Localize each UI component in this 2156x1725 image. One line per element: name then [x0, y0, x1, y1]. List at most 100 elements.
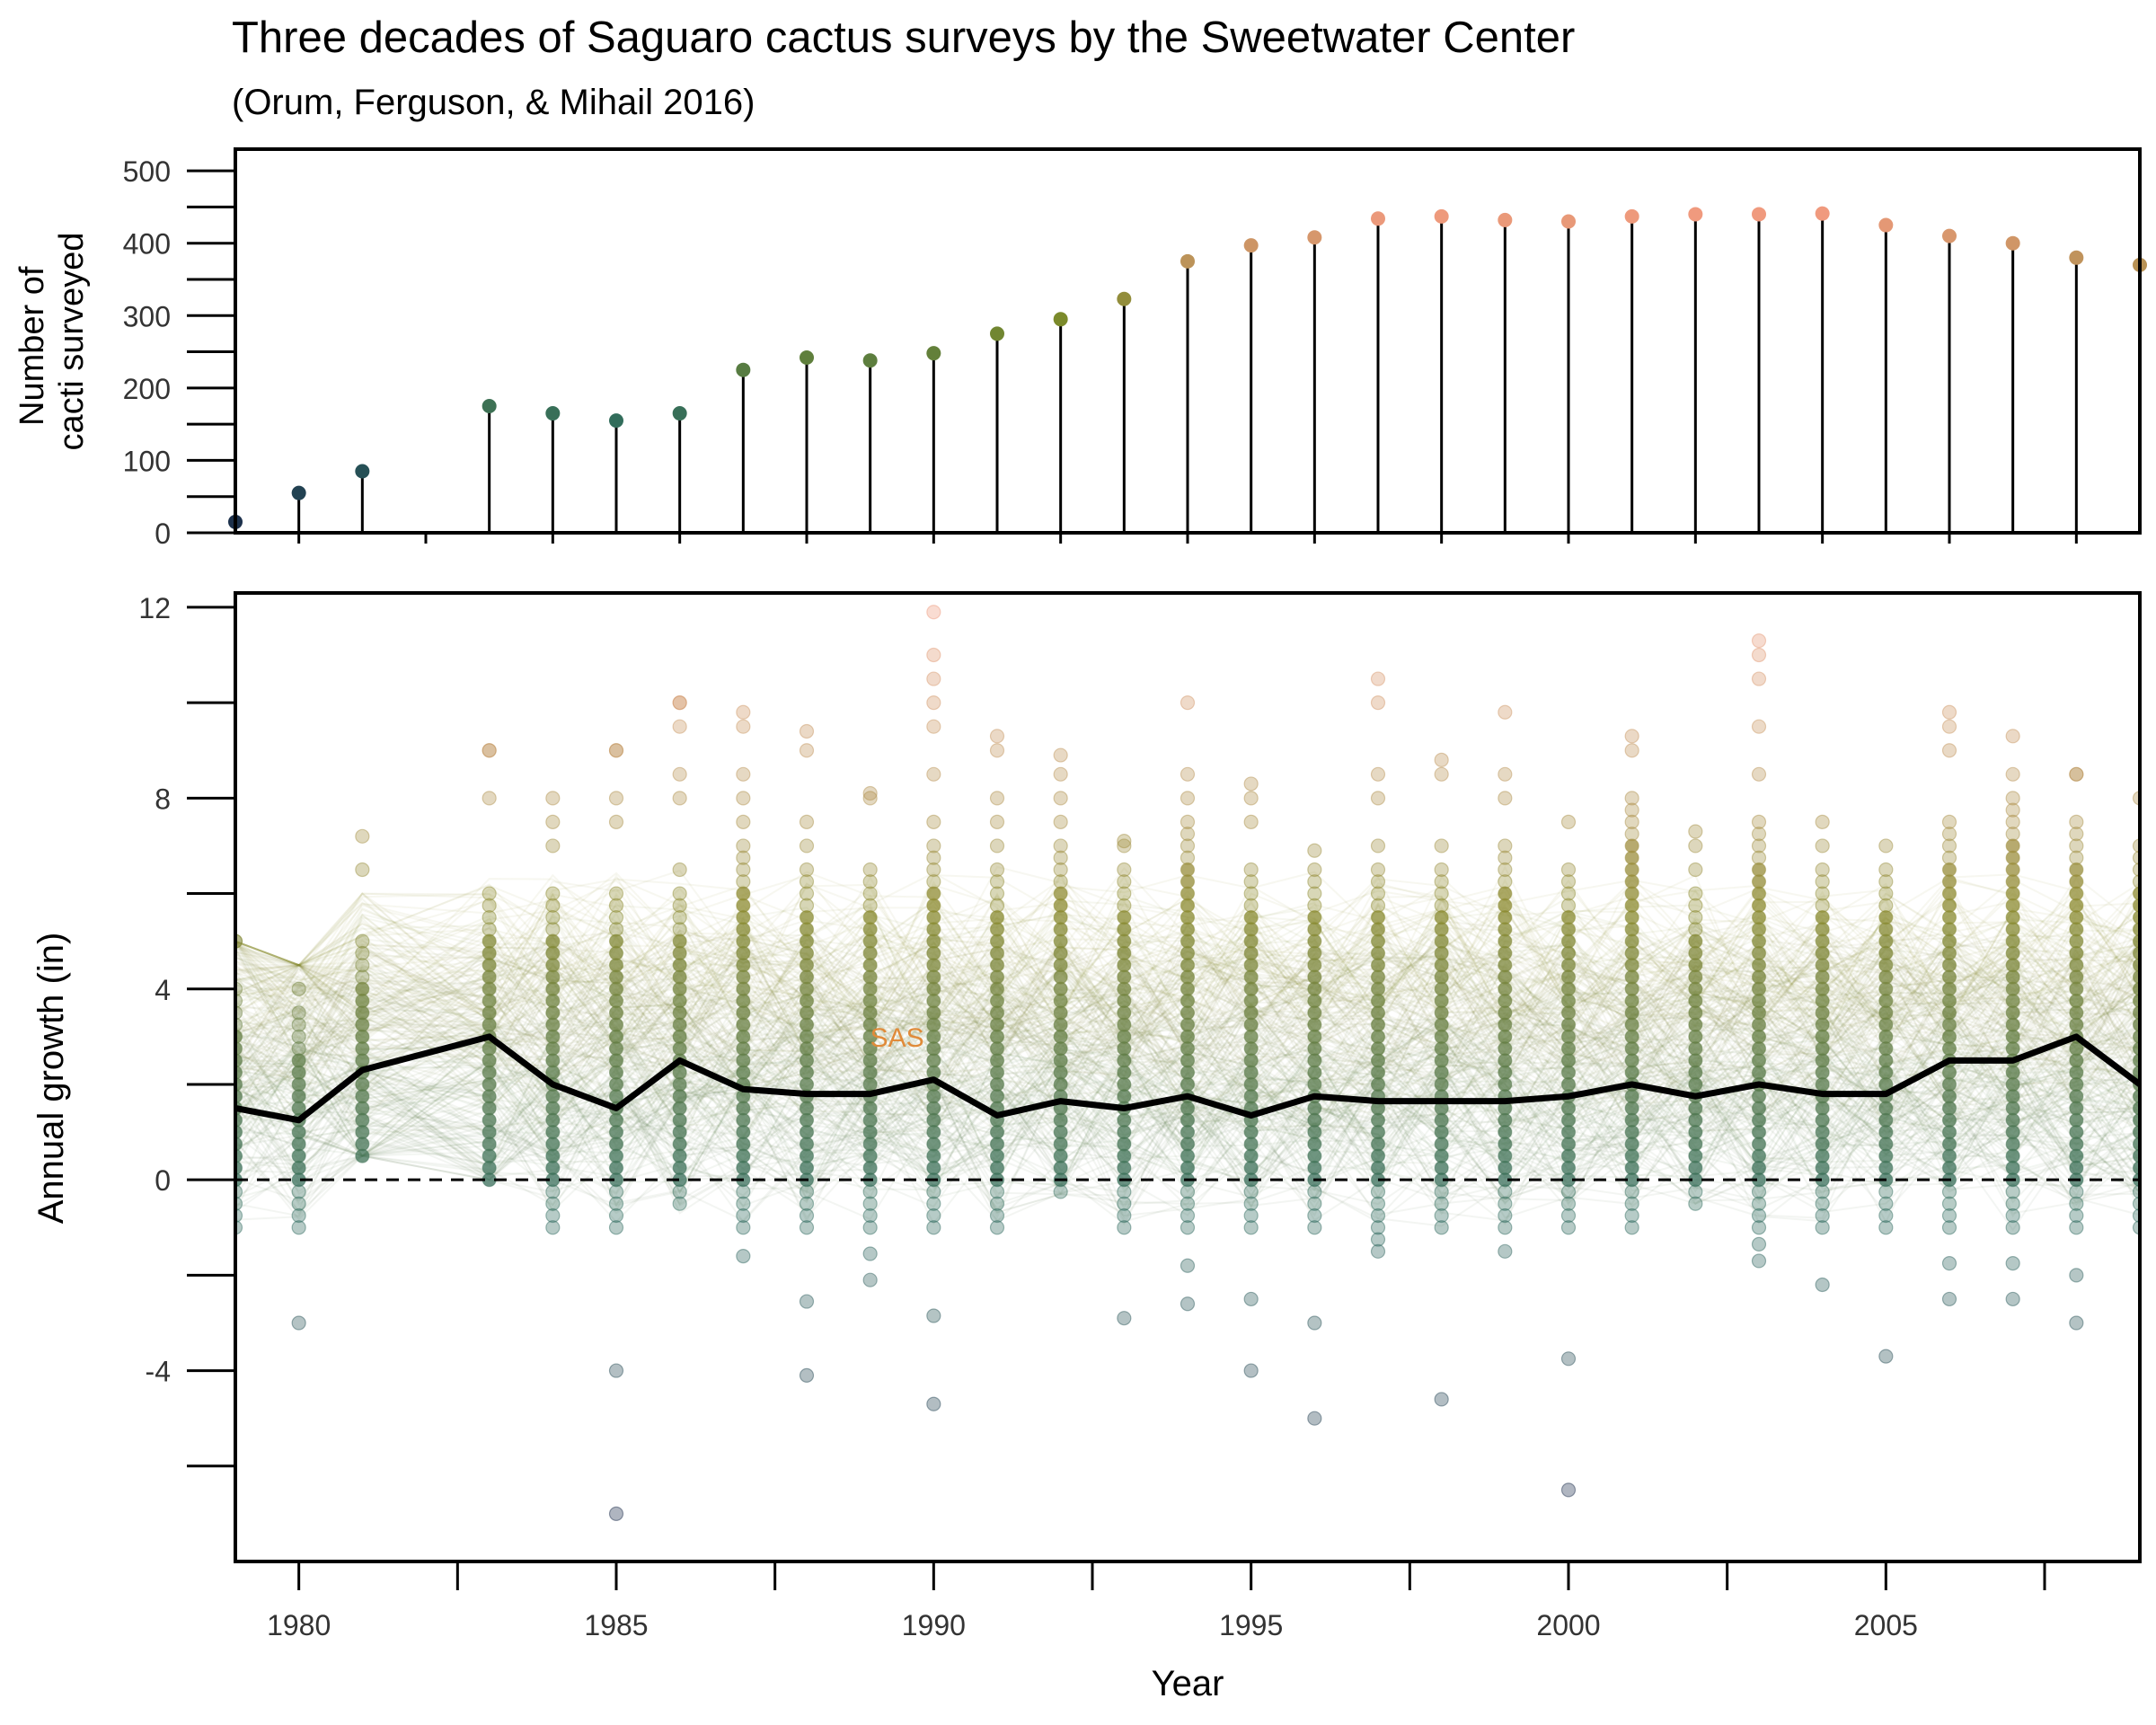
- cactus-growth-trace: [235, 985, 2140, 1135]
- growth-point: [2069, 850, 2084, 865]
- growth-point: [1307, 843, 1322, 858]
- growth-point: [1434, 1196, 1449, 1211]
- cactus-growth-trace: [235, 1037, 2140, 1190]
- growth-point: [1624, 802, 1639, 818]
- growth-point: [1688, 862, 1703, 878]
- growth-point: [1751, 1253, 1767, 1269]
- growth-point: [291, 1208, 306, 1224]
- growth-point: [989, 838, 1005, 854]
- cactus-growth-trace: [235, 991, 2140, 1137]
- growth-point: [545, 1196, 561, 1211]
- cactus-growth-trace: [235, 1022, 2140, 1168]
- growth-point: [355, 945, 370, 961]
- growth-point: [862, 1272, 878, 1287]
- growth-point: [926, 814, 941, 829]
- cactus-growth-trace: [235, 933, 2140, 1075]
- cactus-growth-trace: [235, 1073, 2140, 1225]
- growth-point: [1941, 1291, 1957, 1307]
- cactus-growth-trace: [235, 978, 2140, 1122]
- growth-point: [799, 814, 815, 829]
- growth-point: [2069, 862, 2084, 878]
- cactus-growth-trace: [235, 975, 2140, 1119]
- cactus-growth-trace: [235, 943, 2140, 1085]
- growth-point: [1941, 862, 1957, 878]
- growth-point: [608, 1506, 624, 1521]
- top-y-tick-label: 300: [123, 300, 171, 332]
- growth-point: [1815, 898, 1830, 913]
- growth-point: [1751, 850, 1767, 865]
- survey-count-point: [1942, 228, 1957, 243]
- cactus-growth-trace: [235, 986, 2140, 1119]
- cactus-growth-trace: [235, 921, 2140, 1074]
- growth-point: [1815, 1277, 1830, 1293]
- cactus-growth-trace: [235, 929, 2140, 1080]
- growth-point: [1688, 898, 1703, 913]
- bottom-y-tick-label: -4: [146, 1356, 171, 1388]
- growth-point: [926, 1308, 941, 1323]
- growth-point: [799, 874, 815, 889]
- cactus-growth-trace: [235, 1014, 2140, 1159]
- growth-point: [862, 874, 878, 889]
- cactus-growth-trace: [235, 948, 2140, 1095]
- growth-point: [1941, 827, 1957, 842]
- growth-point: [2005, 729, 2020, 744]
- growth-point: [1815, 1220, 1830, 1235]
- cactus-growth-trace: [235, 871, 2140, 1023]
- growth-point: [545, 898, 561, 913]
- growth-point: [1180, 1258, 1196, 1273]
- growth-point: [1117, 910, 1132, 925]
- growth-point: [1688, 922, 1703, 937]
- cactus-growth-trace: [235, 1053, 2140, 1206]
- cactus-growth-trace: [235, 879, 2140, 1023]
- growth-point: [1370, 695, 1386, 711]
- growth-point: [608, 791, 624, 806]
- cactus-growth-trace: [235, 915, 2140, 1064]
- cactus-growth-trace: [235, 871, 2140, 1022]
- growth-point: [1560, 1220, 1577, 1235]
- growth-point: [545, 791, 561, 806]
- sas-annotation: SAS: [870, 1023, 924, 1053]
- cactus-growth-trace: [235, 874, 2140, 1013]
- growth-point: [482, 910, 497, 925]
- cactus-growth-trace: [235, 1022, 2140, 1168]
- cactus-growth-trace: [235, 897, 2140, 1032]
- cactus-growth-trace: [235, 965, 2140, 1118]
- cactus-growth-trace: [235, 1012, 2140, 1157]
- growth-point: [2069, 766, 2084, 782]
- top-y-tick-label: 500: [123, 155, 171, 188]
- cactus-growth-trace: [235, 936, 2140, 1087]
- cactus-growth-trace: [235, 934, 2140, 1076]
- survey-count-point: [1307, 230, 1322, 245]
- cactus-growth-trace: [235, 974, 2140, 1123]
- growth-point: [989, 874, 1005, 889]
- survey-count-point: [1243, 238, 1259, 253]
- growth-point: [608, 886, 624, 901]
- cactus-growth-trace: [235, 910, 2140, 1045]
- survey-count-point: [1815, 206, 1830, 221]
- cactus-growth-trace: [235, 934, 2140, 1084]
- growth-point: [1370, 1196, 1386, 1211]
- growth-point: [1498, 838, 1513, 854]
- cactus-growth-trace: [235, 935, 2140, 1080]
- growth-point: [1688, 933, 1703, 949]
- growth-point: [672, 719, 687, 734]
- cactus-growth-trace: [235, 940, 2140, 1076]
- cactus-growth-trace: [235, 1032, 2140, 1171]
- growth-point: [1751, 766, 1767, 782]
- growth-point: [1878, 862, 1894, 878]
- growth-point: [1560, 1208, 1577, 1224]
- cactus-growth-trace: [235, 914, 2140, 1053]
- growth-point: [545, 814, 561, 829]
- growth-point: [1180, 766, 1196, 782]
- growth-point: [1370, 766, 1386, 782]
- growth-point: [799, 743, 815, 758]
- bottom-y-axis-label: Annual growth (in): [31, 933, 71, 1225]
- survey-count-point: [291, 485, 306, 500]
- survey-count-point: [609, 413, 623, 429]
- growth-point: [1688, 910, 1703, 925]
- cactus-growth-trace: [235, 996, 2140, 1131]
- top-y-tick-label: 100: [123, 445, 171, 477]
- growth-point: [1751, 814, 1767, 829]
- growth-point: [672, 898, 687, 913]
- cactus-growth-trace: [235, 892, 2140, 1031]
